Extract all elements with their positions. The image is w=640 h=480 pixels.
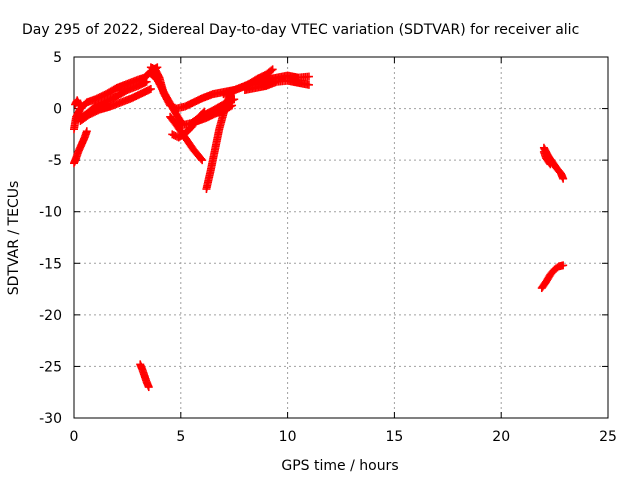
data-point (226, 102, 235, 111)
y-tick-label: 5 (53, 50, 62, 66)
data-point (146, 84, 155, 93)
x-tick-label: 25 (599, 429, 617, 445)
x-tick-label: 0 (70, 429, 79, 445)
data-point (142, 77, 151, 86)
y-tick-label: -25 (39, 359, 62, 375)
x-axis-label: GPS time / hours (281, 458, 398, 474)
data-point (546, 160, 555, 169)
data-point (144, 383, 153, 392)
x-tick-label: 15 (385, 429, 403, 445)
data-point (267, 66, 276, 75)
y-tick-label: 0 (53, 102, 62, 118)
data-points (70, 63, 568, 392)
data-point (75, 101, 84, 110)
data-point (559, 174, 568, 183)
x-tick-label: 20 (492, 429, 510, 445)
plot-frame (73, 56, 609, 419)
x-tick-label: 5 (176, 429, 185, 445)
data-point (82, 127, 91, 136)
data-point (304, 72, 313, 81)
data-point (197, 154, 206, 163)
y-tick-label: -5 (48, 153, 62, 169)
x-tick-label: 10 (279, 429, 297, 445)
data-point (545, 159, 554, 168)
data-point (268, 65, 277, 74)
y-tick-label: -15 (39, 256, 62, 272)
data-point (559, 261, 568, 270)
ticks (73, 56, 609, 419)
data-point (200, 107, 209, 116)
data-point (198, 156, 207, 165)
y-tick-label: -10 (39, 205, 62, 221)
y-tick-label: -20 (39, 308, 62, 324)
y-tick-label: -30 (39, 411, 62, 427)
y-axis-label: SDTVAR / TECUs (6, 181, 22, 296)
data-point (228, 101, 237, 110)
grid (74, 57, 608, 418)
chart-title: Day 295 of 2022, Sidereal Day-to-day VTE… (22, 22, 579, 38)
tick-labels: 0 5 10 15 20 25 5 0 -5 -10 -15 -20 -25 -30 (39, 50, 617, 445)
data-point (304, 80, 313, 89)
